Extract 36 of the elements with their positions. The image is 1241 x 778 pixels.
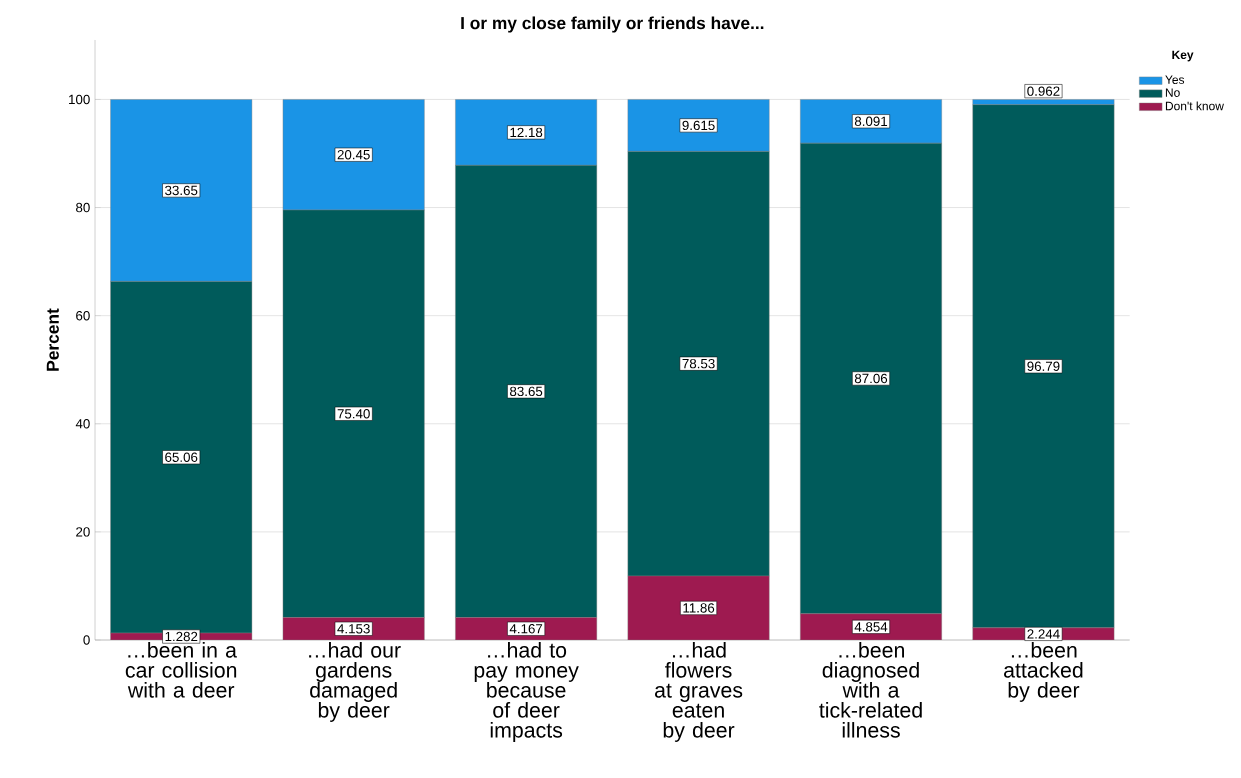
- data-label: 75.40: [337, 409, 370, 419]
- data-label: 11.86: [683, 603, 715, 613]
- y-axis-title: Percent: [46, 308, 59, 371]
- y-tick-label: 0: [83, 635, 90, 645]
- data-label: 4.153: [337, 624, 370, 634]
- data-label: 0.962: [1027, 86, 1060, 96]
- legend-title: Key: [1172, 50, 1194, 62]
- x-tick-label: …been diagnosed with a tick-related illness: [819, 642, 922, 738]
- x-tick-label: …been attacked by deer: [1004, 642, 1083, 702]
- data-label: 1.282: [165, 631, 198, 642]
- data-label: 4.854: [854, 622, 888, 632]
- y-tick-label: 40: [75, 419, 90, 429]
- y-tick-label: 60: [76, 310, 90, 321]
- y-tick-label: 100: [69, 94, 90, 105]
- data-label: 2.244: [1027, 629, 1060, 639]
- data-label: 83.65: [510, 386, 543, 397]
- data-label: 33.65: [165, 185, 198, 196]
- data-label: 12.18: [510, 127, 543, 138]
- legend-label: Don't know: [1165, 101, 1224, 111]
- x-tick-label: …had our gardens damaged by deer: [309, 642, 401, 722]
- data-label: 96.79: [1027, 361, 1060, 371]
- legend-label: No: [1165, 88, 1180, 97]
- x-tick-label: …had flowers at graves eaten by deer: [654, 642, 743, 742]
- x-tick-label: …had to pay money because of deer impacts: [474, 642, 579, 742]
- data-label: 87.06: [854, 373, 888, 384]
- data-label: 20.45: [337, 149, 370, 160]
- data-label: 4.167: [509, 624, 543, 634]
- legend-label: Yes: [1165, 75, 1185, 84]
- data-label: 78.53: [682, 358, 715, 369]
- data-label: 8.091: [854, 116, 888, 127]
- data-label: 9.615: [682, 120, 715, 131]
- x-tick-label: …been in a car collision with a deer: [125, 642, 237, 698]
- chart-title: I or my close family or friends have...: [461, 16, 764, 33]
- data-label: 65.06: [165, 452, 198, 462]
- y-tick-label: 20: [76, 527, 90, 537]
- y-tick-label: 80: [76, 202, 90, 213]
